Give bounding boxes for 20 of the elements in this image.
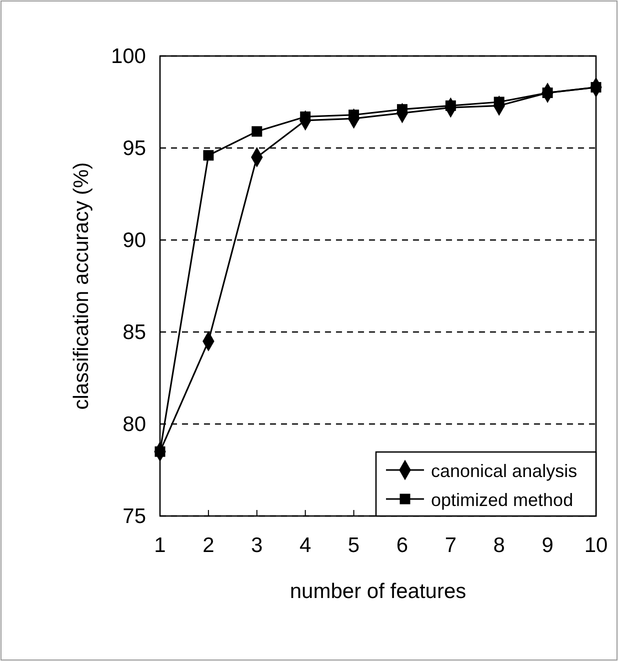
x-tick-label: 5	[348, 534, 360, 557]
x-tick-label: 7	[444, 534, 457, 557]
y-tick-label: 90	[122, 229, 146, 252]
x-tick-label: 9	[542, 534, 554, 557]
x-tick-label: 8	[493, 534, 505, 557]
legend-label: optimized method	[431, 490, 574, 510]
x-tick-label: 6	[396, 534, 408, 557]
y-tick-label: 75	[122, 505, 146, 528]
legend-label: canonical analysis	[431, 461, 578, 481]
y-tick-label: 85	[122, 321, 146, 344]
x-tick-label: 1	[154, 534, 166, 557]
x-axis-title: number of features	[290, 580, 466, 603]
x-tick-label: 2	[202, 534, 214, 557]
x-tick-label: 10	[584, 534, 608, 557]
y-axis-title: classification accuracy (%)	[70, 162, 93, 410]
y-tick-label: 100	[110, 45, 146, 68]
x-tick-label: 3	[251, 534, 263, 557]
y-tick-label: 95	[122, 137, 146, 160]
x-tick-label: 4	[299, 534, 312, 557]
y-tick-label: 80	[122, 413, 146, 436]
